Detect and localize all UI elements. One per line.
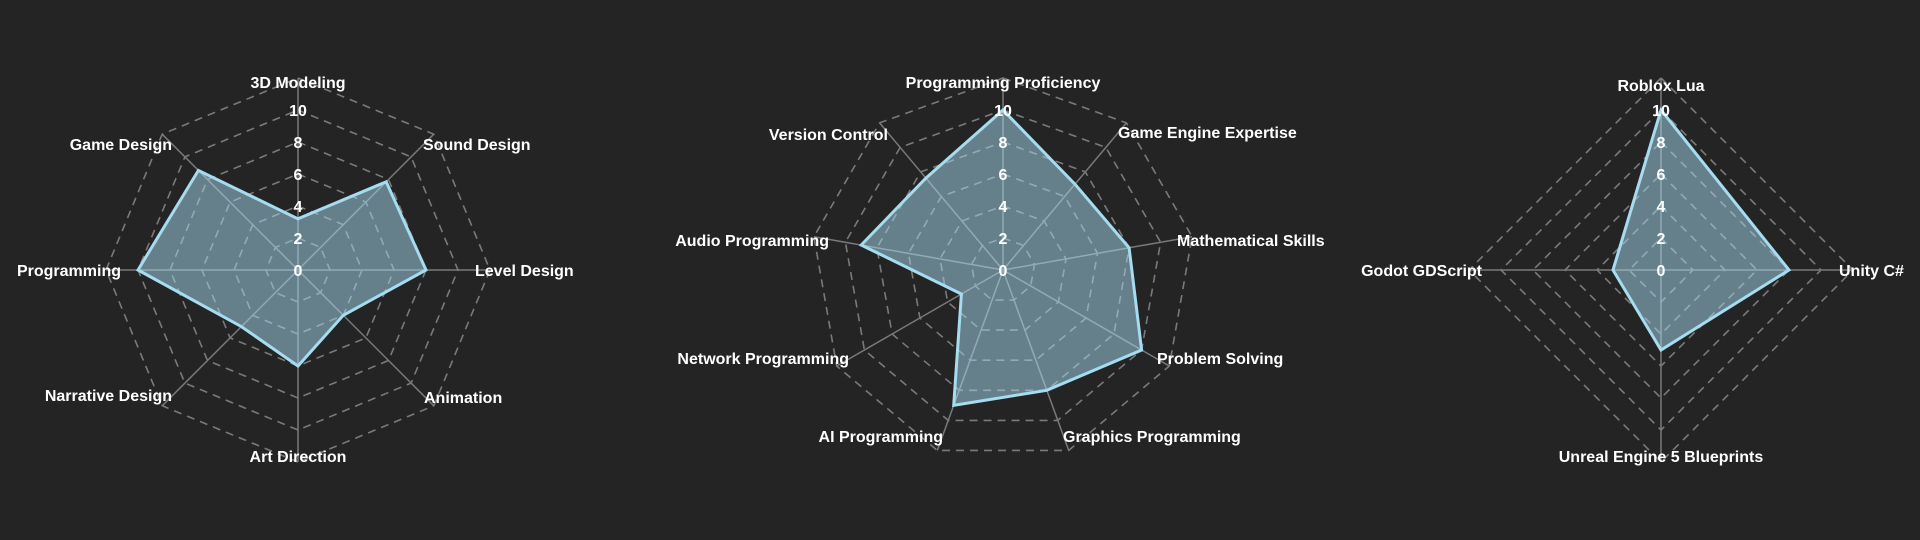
grid-ring: [169, 141, 427, 399]
grid-ring: [137, 109, 459, 431]
axis-label: 3D Modeling: [250, 75, 345, 92]
axis-label: Graphics Programming: [1063, 429, 1241, 446]
radial-tick-label: 2: [294, 231, 303, 248]
data-series-area: [858, 107, 1144, 408]
radial-tick-label: 6: [1657, 167, 1666, 184]
axis-label: Godot GDScript: [1361, 263, 1483, 280]
axis-label: Game Design: [70, 137, 172, 154]
axis-label: Sound Design: [423, 137, 531, 154]
axis-label: Unreal Engine 5 Blueprints: [1559, 449, 1764, 466]
radial-tick-label: 10: [994, 103, 1012, 120]
radial-tick-label: 0: [999, 263, 1008, 280]
radar-chart-1: 0 2 4 6 8 10 3D Modeling Sound Design Level Desi…: [17, 75, 574, 466]
axis-label: Network Programming: [677, 351, 849, 368]
radial-tick-label: 8: [294, 135, 303, 152]
axis-label: Art Direction: [250, 449, 347, 466]
grid-ring: [813, 77, 1193, 452]
axis-label: Roblox Lua: [1617, 78, 1704, 95]
radial-tick-label: 0: [294, 263, 303, 280]
grid-ring: [1531, 140, 1791, 400]
axis-label: Narrative Design: [45, 388, 172, 405]
radial-tick-label: 6: [294, 167, 303, 184]
axis-label: Animation: [424, 390, 502, 407]
radar-chart-2: 0 2 4 6 8 10 Programming Proficiency Game Engin…: [675, 75, 1325, 452]
radial-tick-label: 4: [294, 199, 303, 216]
axis-label: Mathematical Skills: [1177, 233, 1325, 250]
axis-label: Version Control: [769, 127, 888, 144]
radial-tick-label: 10: [289, 103, 307, 120]
axis-label: Level Design: [475, 263, 574, 280]
axis-label: Game Engine Expertise: [1118, 125, 1297, 142]
data-series-area: [135, 168, 428, 368]
axis-label: Unity C#: [1839, 263, 1904, 280]
axis-label: Programming Proficiency: [906, 75, 1101, 92]
grid-ring: [844, 109, 1162, 422]
axis-label: Audio Programming: [675, 233, 829, 250]
radial-tick-label: 2: [999, 231, 1008, 248]
radial-tick-label: 8: [999, 135, 1008, 152]
radar-chart-3: 0 2 4 6 8 10 Roblox Lua Unity C# Unreal Engine 5…: [1361, 76, 1904, 466]
radial-tick-label: 6: [999, 167, 1008, 184]
radial-tick-label: 2: [1657, 231, 1666, 248]
radial-tick-label: 8: [1657, 135, 1666, 152]
radial-tick-label: 4: [1657, 199, 1666, 216]
radial-tick-label: 0: [1657, 263, 1666, 280]
axis-label: AI Programming: [819, 429, 943, 446]
radial-tick-label: 4: [999, 199, 1008, 216]
axis-label: Problem Solving: [1157, 351, 1283, 368]
axis-label: Programming: [17, 263, 121, 280]
data-series-area: [1611, 106, 1792, 353]
radial-tick-label: 10: [1652, 103, 1670, 120]
